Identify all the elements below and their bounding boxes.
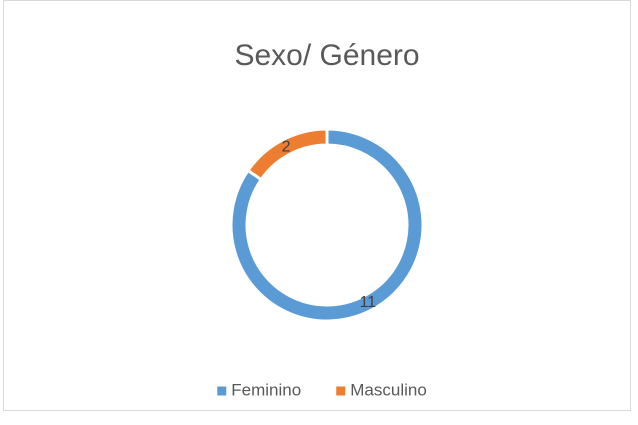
legend-label: Masculino xyxy=(350,380,427,399)
donut-slice xyxy=(245,127,329,182)
legend-swatch xyxy=(336,386,346,396)
donut-slice xyxy=(229,127,425,323)
data-label: 11 xyxy=(360,294,377,311)
chart-border xyxy=(3,0,631,411)
legend-swatch xyxy=(217,386,227,396)
legend-label: Feminino xyxy=(231,380,301,399)
data-label: 2 xyxy=(282,138,291,155)
chart-title: Sexo/ Género xyxy=(234,39,419,72)
